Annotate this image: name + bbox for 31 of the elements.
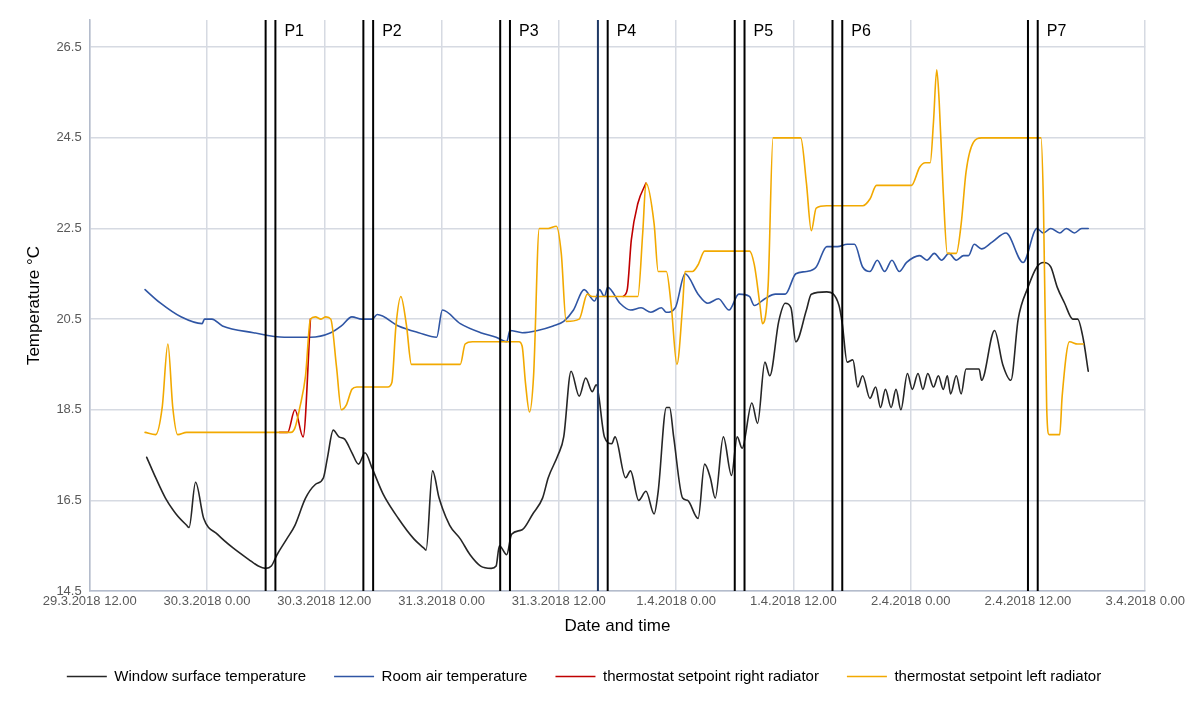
legend-label: Window surface temperature — [114, 666, 307, 684]
ref-line-label: P4 — [616, 22, 637, 40]
y-tick-label: 24.5 — [56, 129, 82, 145]
line-series — [144, 227, 1090, 343]
ref-line-label: P3 — [518, 22, 539, 40]
x-tick-label: 31.3.2018 12.00 — [511, 593, 606, 609]
x-tick-label: 2.4.2018 0.00 — [870, 593, 951, 609]
ref-line-label: P7 — [1046, 22, 1067, 40]
x-tick-label: 3.4.2018 0.00 — [1105, 593, 1186, 609]
y-tick-label: 18.5 — [56, 401, 82, 417]
y-tick-label: 26.5 — [56, 38, 82, 54]
y-axis-title: Temperature °C — [23, 245, 43, 366]
line-series — [145, 261, 1090, 570]
y-tick-label: 16.5 — [56, 491, 82, 507]
x-tick-label: 31.3.2018 0.00 — [398, 593, 485, 609]
x-tick-label: 1.4.2018 0.00 — [636, 593, 716, 609]
ref-line-label: P2 — [382, 22, 402, 40]
legend-label: thermostat setpoint right radiator — [602, 666, 819, 684]
y-tick-label: 22.5 — [56, 220, 82, 236]
x-tick-label: 1.4.2018 12.00 — [750, 593, 837, 609]
x-axis-title: Date and time — [564, 616, 671, 636]
y-tick-label: 20.5 — [56, 310, 82, 326]
line-series — [144, 69, 1085, 436]
ref-line-label: P1 — [284, 22, 305, 40]
legend-label: Room air temperature — [381, 666, 528, 684]
x-tick-label: 2.4.2018 12.00 — [984, 593, 1072, 609]
legend-label: thermostat setpoint left radiator — [894, 666, 1102, 684]
ref-line-label: P5 — [753, 22, 774, 40]
ref-line-label: P6 — [851, 22, 871, 40]
x-tick-label: 30.3.2018 12.00 — [277, 593, 372, 609]
x-tick-label: 30.3.2018 0.00 — [163, 593, 251, 609]
